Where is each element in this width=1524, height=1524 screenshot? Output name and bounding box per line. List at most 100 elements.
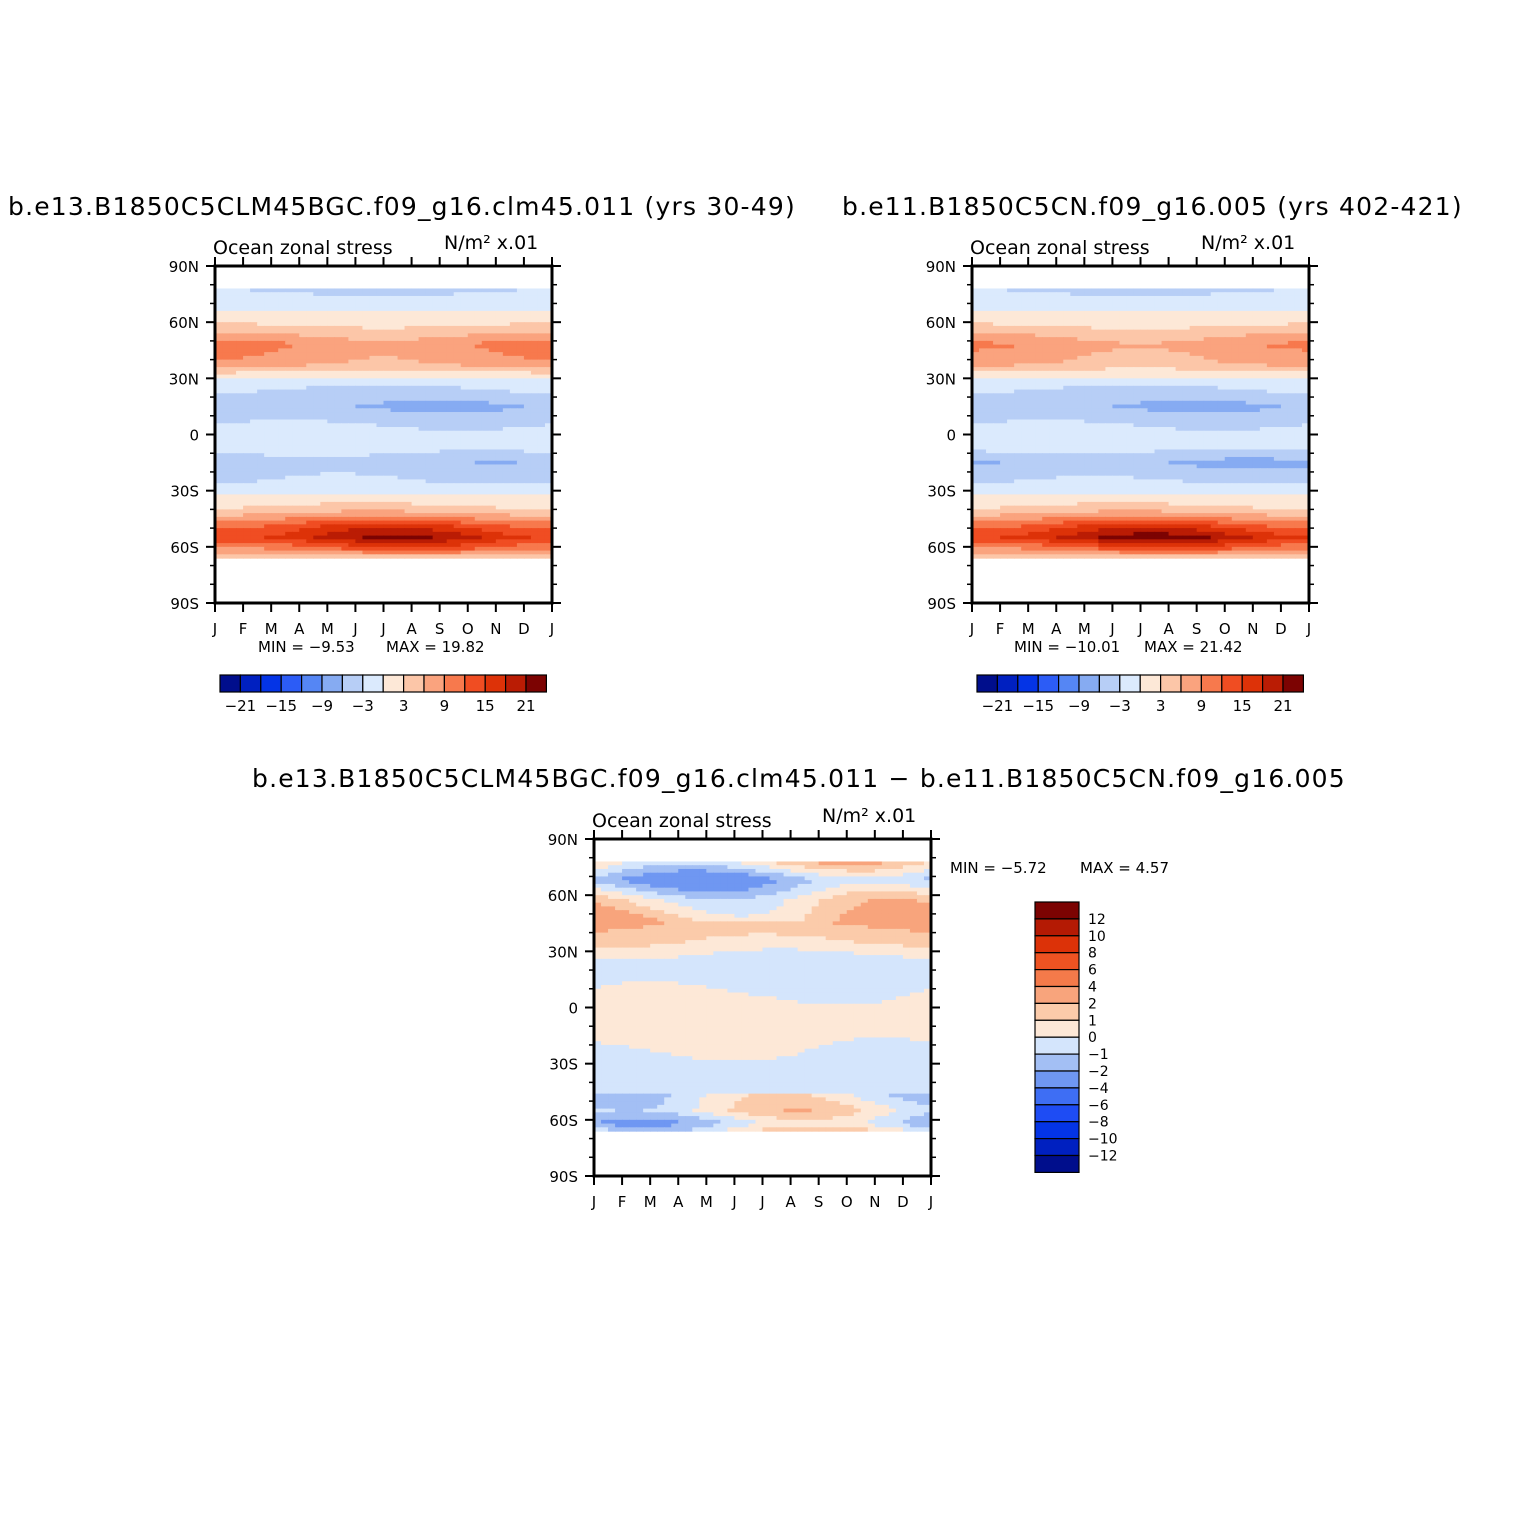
y-tick-label: 30N — [169, 370, 199, 388]
contour-cell — [537, 479, 546, 484]
contour-cell — [390, 318, 399, 323]
contour-cell — [1000, 325, 1008, 331]
contour-cell — [1126, 393, 1135, 398]
contour-cell — [243, 434, 251, 439]
contour-cell — [1273, 359, 1282, 364]
contour-cell — [1000, 397, 1008, 402]
contour-cell — [236, 468, 244, 473]
contour-cell — [1028, 355, 1036, 361]
contour-cell — [1077, 385, 1085, 391]
contour-cell — [264, 445, 272, 451]
contour-cell — [236, 509, 244, 514]
contour-cell — [1196, 295, 1205, 301]
contour-cell — [1021, 310, 1029, 316]
contour-cell — [313, 423, 321, 428]
contour-cell — [446, 374, 455, 379]
contour-cell — [1105, 367, 1114, 372]
contour-cell — [1231, 359, 1240, 364]
contour-cell — [495, 333, 504, 338]
contour-cell — [348, 494, 357, 499]
contour-cell — [376, 325, 385, 331]
contour-cell — [327, 516, 335, 522]
contour-cell — [292, 303, 300, 308]
contour-cell — [313, 546, 321, 552]
contour-cell — [1182, 359, 1191, 364]
contour-cell — [362, 550, 371, 555]
contour-cell — [1056, 333, 1064, 338]
contour-cell — [243, 325, 251, 331]
contour-cell — [530, 382, 539, 387]
contour-cell — [271, 344, 279, 349]
contour-cell — [1049, 318, 1057, 323]
contour-cell — [1105, 363, 1114, 368]
contour-cell — [383, 325, 392, 331]
contour-cell — [425, 299, 434, 305]
contour-cell — [222, 389, 230, 394]
contour-cell — [1301, 310, 1310, 316]
contour-cell — [411, 333, 420, 338]
contour-cell — [285, 475, 293, 481]
contour-cell — [257, 374, 265, 379]
contour-cell — [509, 303, 518, 308]
contour-cell — [425, 546, 434, 552]
contour-cell — [1007, 333, 1015, 338]
contour-cell — [481, 550, 490, 555]
contour-cell — [1210, 393, 1219, 398]
contour-cell — [292, 516, 300, 522]
contour-cell — [313, 468, 321, 473]
contour-cell — [264, 329, 272, 334]
contour-cell — [418, 363, 427, 368]
contour-cell — [404, 333, 413, 338]
contour-cell — [334, 498, 342, 503]
contour-cell — [446, 378, 455, 383]
contour-cell — [1056, 397, 1064, 402]
contour-cell — [411, 539, 420, 544]
contour-cell — [1049, 367, 1057, 372]
contour-cell — [467, 295, 476, 301]
contour-cell — [1035, 295, 1043, 301]
contour-cell — [320, 531, 328, 537]
contour-cell — [1119, 378, 1128, 383]
contour-cell — [404, 378, 413, 383]
contour-cell — [1140, 397, 1149, 402]
contour-cell — [418, 408, 427, 413]
contour-cell — [530, 400, 539, 406]
contour-cell — [544, 516, 553, 522]
contour-cell — [285, 513, 293, 518]
contour-cell — [495, 434, 504, 439]
contour-cell — [341, 310, 349, 316]
contour-cell — [432, 419, 441, 424]
contour-cell — [432, 427, 441, 432]
contour-cell — [257, 438, 265, 443]
contour-cell — [509, 344, 518, 349]
contour-cell — [1294, 340, 1303, 346]
contour-cell — [362, 531, 371, 537]
contour-cell — [229, 464, 237, 469]
contour-cell — [1203, 288, 1212, 293]
contour-cell — [502, 505, 511, 510]
contour-cell — [1280, 370, 1289, 376]
contour-cell — [467, 516, 476, 522]
contour-cell — [1028, 374, 1036, 379]
contour-cell — [979, 307, 987, 312]
contour-cell — [537, 292, 546, 297]
contour-cell — [432, 355, 441, 361]
contour-cell — [1280, 385, 1289, 391]
contour-cell — [1301, 355, 1310, 361]
contour-cell — [257, 471, 265, 477]
contour-cell — [327, 295, 335, 301]
contour-cell — [972, 322, 980, 327]
contour-cell — [1000, 292, 1008, 297]
contour-cell — [264, 456, 272, 462]
contour-cell — [474, 513, 483, 518]
contour-cell — [264, 333, 272, 338]
contour-cell — [383, 475, 392, 481]
contour-cell — [278, 449, 286, 454]
contour-cell — [481, 460, 490, 466]
contour-cell — [495, 441, 504, 447]
contour-cell — [257, 501, 265, 507]
contour-cell — [1077, 363, 1085, 368]
contour-cell — [467, 344, 476, 349]
contour-cell — [537, 449, 546, 454]
contour-cell — [439, 449, 448, 454]
